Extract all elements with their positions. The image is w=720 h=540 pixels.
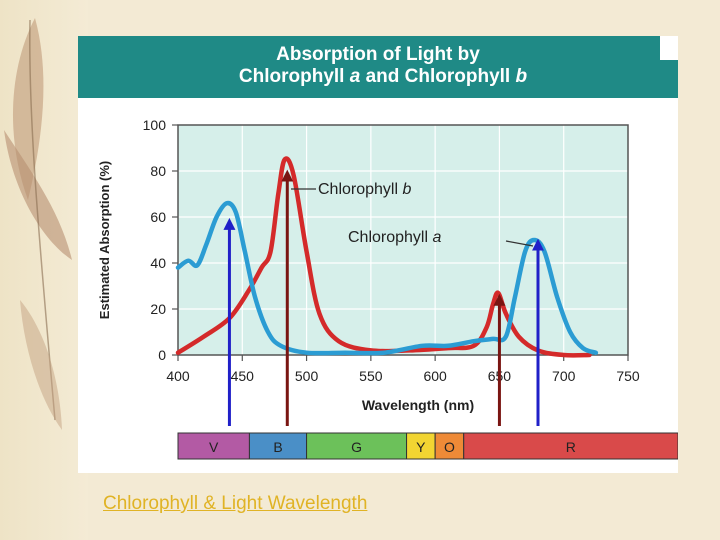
y-tick-label: 100 [143, 117, 167, 133]
x-tick-label: 550 [359, 368, 383, 384]
y-tick-label: 0 [158, 347, 166, 363]
annotation-word: b [402, 181, 411, 198]
x-tick-label: 500 [295, 368, 319, 384]
y-tick-label: 20 [150, 301, 166, 317]
chart-title-bar: Absorption of Light by Chlorophyll a and… [78, 36, 678, 98]
annotation-chlorophyll-a: Chlorophyll a [348, 229, 441, 246]
series-line-chlorophyll-b [175, 156, 592, 358]
slide-caption-link[interactable]: Chlorophyll & Light Wavelength [103, 493, 368, 514]
annotation-leader-chlorophyll-a [505, 240, 534, 247]
leaf-shape [12, 18, 44, 200]
chart-title-word: b [515, 66, 528, 87]
chart-title-line1: Absorption of Light by [276, 44, 480, 65]
spectrum-label-y: Y [416, 439, 426, 455]
spectrum-label-r: R [566, 439, 576, 455]
spectrum-label-b: B [273, 439, 282, 455]
x-axis-label: Wavelength (nm) [362, 397, 474, 413]
absorption-chart: 020406080100400450500550600650700750Wave… [97, 117, 678, 460]
spectrum-label-g: G [351, 439, 362, 455]
annotation-chlorophyll-b: Chlorophyll b [318, 181, 411, 198]
leaf-shape [4, 130, 72, 260]
chart-title-word: Chlorophyll [238, 66, 350, 87]
y-axis-label: Estimated Absorption (%) [97, 161, 112, 319]
header-notch [660, 36, 678, 60]
spectrum-band-v [177, 432, 250, 460]
annotation-word: a [432, 229, 441, 246]
plot-area [178, 125, 628, 355]
chart-title-word: a [349, 66, 366, 87]
twig [29, 19, 56, 421]
y-tick-label: 60 [150, 209, 166, 225]
spectrum-label-v: V [209, 439, 219, 455]
x-tick-label: 750 [616, 368, 640, 384]
chart-title: Absorption of Light by Chlorophyll a and… [78, 44, 678, 88]
plot-frame [177, 124, 629, 356]
y-tick-label: 40 [150, 255, 166, 271]
spectrum-label-o: O [444, 439, 455, 455]
chart-title-word: Chlorophyll [404, 66, 516, 87]
leaf-shape [20, 300, 62, 430]
annotation-word: Chlorophyll [318, 181, 402, 198]
spectrum-band-b [248, 432, 308, 460]
chart-title-word: and [365, 66, 405, 87]
spectrum-band-g [306, 432, 408, 460]
x-tick-label: 600 [423, 368, 447, 384]
decorative-leaves [4, 18, 72, 430]
x-tick-label: 700 [552, 368, 576, 384]
annotation-word: Chlorophyll [348, 229, 432, 246]
chart-title-line2: Chlorophyll a and Chlorophyll b [78, 66, 678, 88]
x-tick-label: 400 [166, 368, 190, 384]
x-tick-label: 450 [231, 368, 255, 384]
y-tick-label: 80 [150, 163, 166, 179]
spectrum-band-r [463, 432, 678, 460]
chart-figure: Absorption of Light by Chlorophyll a and… [78, 36, 678, 473]
